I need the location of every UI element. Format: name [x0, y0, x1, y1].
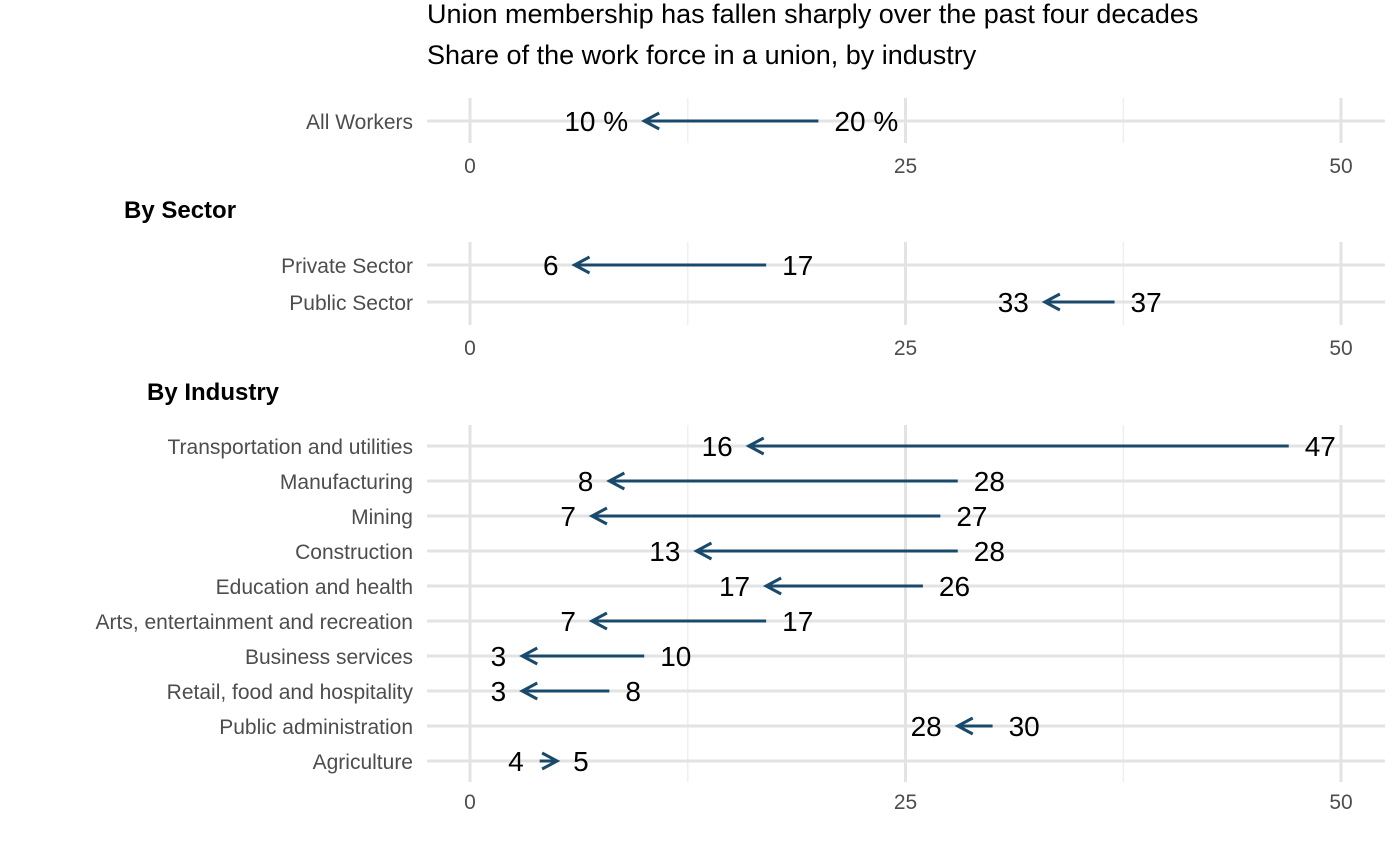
arrow-head: [1041, 292, 1061, 312]
data-row: Private Sector 17 6: [281, 250, 813, 281]
category-label: Manufacturing: [280, 471, 413, 494]
arrow-head: [541, 751, 561, 771]
chart-title: Union membership has fallen sharply over…: [427, 0, 1198, 29]
data-row: Education and health 26 17: [216, 571, 970, 602]
end-value-label: 8: [578, 466, 594, 497]
category-label: Arts, entertainment and recreation: [95, 611, 413, 634]
end-value-label: 5: [573, 746, 589, 777]
end-value-label: 16: [702, 431, 733, 462]
category-label: All Workers: [306, 111, 413, 134]
x-tick-label: 0: [464, 791, 476, 814]
panel-2: By Sector 0 25 50 Private Sector 17 6 Public Se…: [124, 197, 1385, 360]
end-value-label: 28: [911, 711, 942, 742]
start-value-label: 28: [974, 466, 1005, 497]
data-row: All Workers 20 % 10 %: [306, 106, 898, 137]
category-label: Public Sector: [289, 292, 413, 315]
arrow-head: [519, 681, 538, 701]
data-row: Arts, entertainment and recreation 17 7: [95, 606, 813, 637]
arrow-head: [954, 716, 974, 736]
arrow-head: [571, 255, 591, 275]
data-row: Manufacturing 28 8: [280, 466, 1005, 497]
end-value-label: 17: [719, 571, 750, 602]
category-label: Business services: [245, 646, 413, 669]
end-value-label: 13: [649, 536, 680, 567]
category-label: Public administration: [219, 716, 413, 739]
panel-heading: By Sector: [124, 197, 236, 224]
end-value-label: 10 %: [564, 106, 628, 137]
arrow-head: [693, 541, 713, 561]
panel-1: 0 25 50 All Workers 20 % 10 %: [306, 98, 1385, 178]
start-value-label: 4: [508, 746, 524, 777]
category-label: Private Sector: [281, 255, 413, 278]
arrow-head: [641, 111, 660, 131]
x-tick-label: 25: [894, 155, 917, 178]
start-value-label: 47: [1305, 431, 1336, 462]
start-value-label: 20 %: [834, 106, 898, 137]
data-row: Construction 28 13: [295, 536, 1005, 567]
end-value-label: 3: [491, 641, 507, 672]
arrow-head: [606, 471, 626, 491]
data-row: Transportation and utilities 47 16: [167, 431, 1335, 462]
start-value-label: 30: [1009, 711, 1040, 742]
start-value-label: 17: [782, 250, 813, 281]
arrow-head: [762, 576, 782, 596]
category-label: Mining: [351, 506, 413, 529]
data-row: Agriculture 4 5: [313, 746, 589, 777]
end-value-label: 7: [560, 501, 576, 532]
data-row: Public Sector 37 33: [289, 287, 1161, 318]
arrow-head: [519, 646, 538, 666]
data-row: Mining 27 7: [351, 501, 987, 532]
x-tick-label: 0: [464, 337, 476, 360]
chart-subtitle: Share of the work force in a union, by i…: [427, 40, 977, 70]
x-tick-label: 50: [1329, 155, 1352, 178]
x-tick-label: 0: [464, 155, 476, 178]
end-value-label: 6: [543, 250, 559, 281]
x-tick-label: 25: [894, 791, 917, 814]
data-row: Retail, food and hospitality 8 3: [167, 676, 641, 707]
x-tick-label: 50: [1329, 791, 1352, 814]
start-value-label: 17: [782, 606, 813, 637]
start-value-label: 26: [939, 571, 970, 602]
panel-heading: By Industry: [147, 379, 280, 406]
arrow-head: [745, 436, 765, 456]
data-row: Business services 10 3: [245, 641, 691, 672]
start-value-label: 28: [974, 536, 1005, 567]
start-value-label: 8: [625, 676, 641, 707]
arrow-head: [588, 506, 608, 526]
category-label: Retail, food and hospitality: [167, 681, 414, 704]
x-tick-label: 25: [894, 337, 917, 360]
arrow-head: [588, 611, 608, 631]
end-value-label: 33: [998, 287, 1029, 318]
start-value-label: 27: [956, 501, 987, 532]
panel-3: By Industry 0 25 50 Transportation and utili…: [95, 379, 1385, 814]
category-label: Transportation and utilities: [167, 436, 413, 459]
category-label: Education and health: [216, 576, 413, 599]
category-label: Agriculture: [313, 751, 413, 774]
start-value-label: 10: [660, 641, 691, 672]
data-row: Public administration 30 28: [219, 711, 1040, 742]
category-label: Construction: [295, 541, 413, 564]
start-value-label: 37: [1131, 287, 1162, 318]
end-value-label: 3: [491, 676, 507, 707]
end-value-label: 7: [560, 606, 576, 637]
x-tick-label: 50: [1329, 337, 1352, 360]
